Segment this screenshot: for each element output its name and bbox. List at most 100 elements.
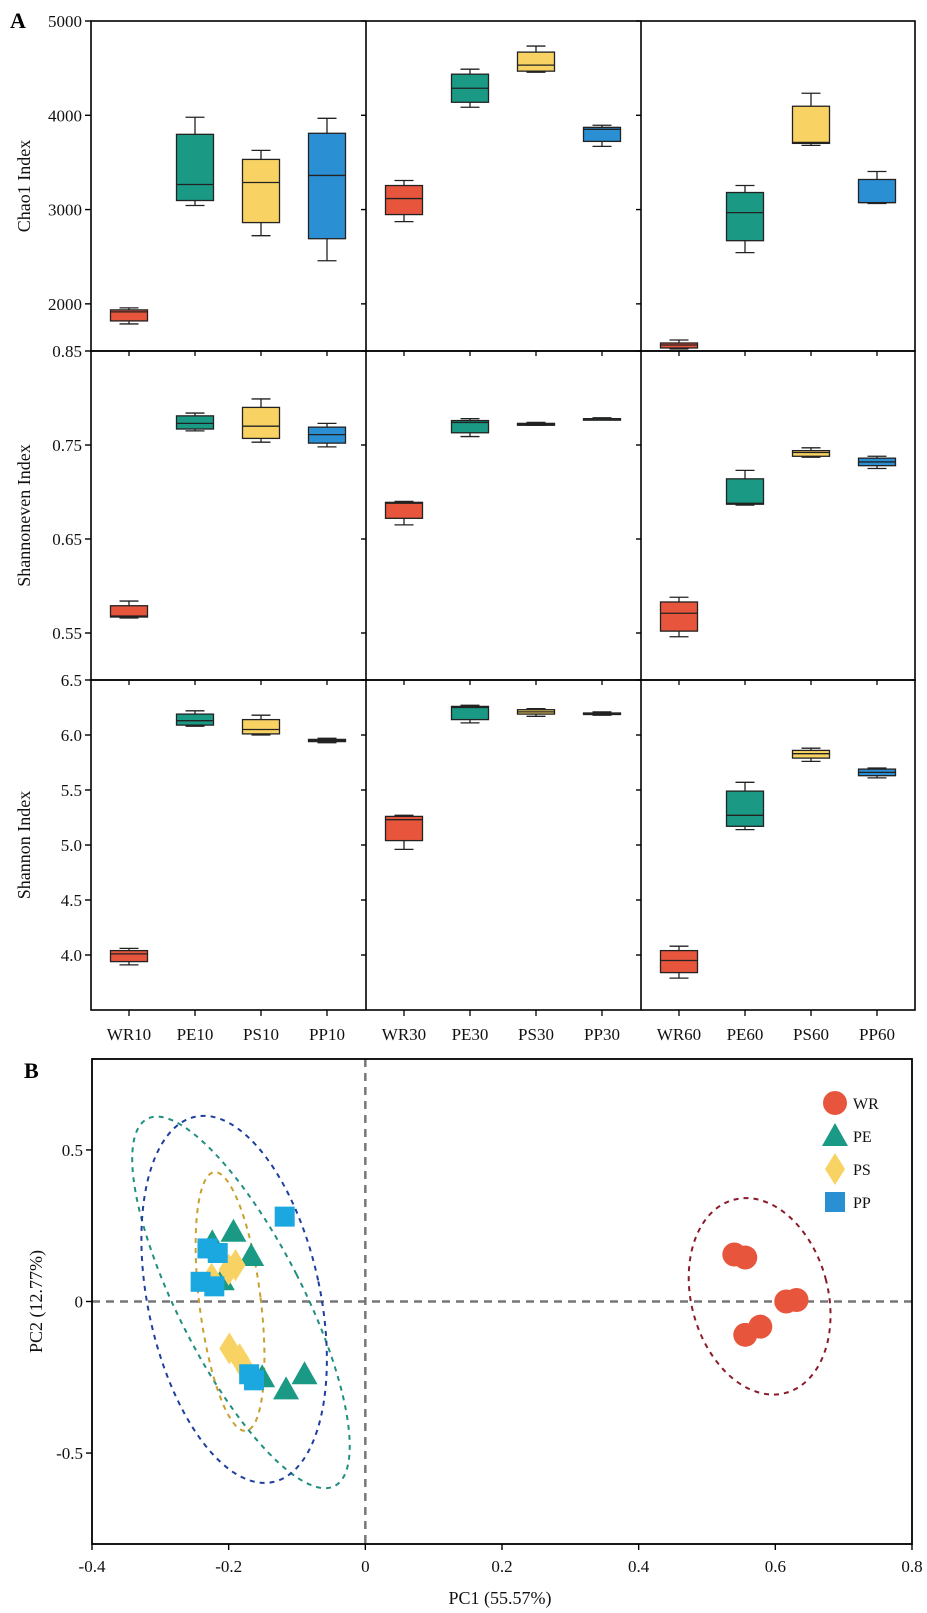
box-iqr [516,51,556,72]
y-tick-label: 3000 [48,201,82,220]
box-wr60 [659,339,699,350]
box-pp30 [582,711,622,716]
box-ps30 [516,707,556,717]
box-ps60 [791,92,831,147]
legend-marker-pp [825,1192,845,1212]
box-iqr [725,478,765,505]
x-tick-label: PP30 [584,1025,620,1044]
y-axis-label: Shannon Index [14,791,34,899]
box-pe30 [450,68,490,108]
x-tick-label: WR60 [657,1025,701,1044]
box-pp10 [307,737,347,744]
point-wr [784,1287,809,1312]
y-tick-label: 4.0 [61,946,82,965]
x-tick-label: PE30 [452,1025,489,1044]
box-pp60 [857,170,897,205]
box-iqr [725,191,765,242]
y-tick-label: 2000 [48,295,82,314]
box-iqr [659,949,699,974]
legend-label-ps: PS [853,1162,871,1179]
box-iqr [450,419,490,434]
box-iqr [307,132,347,240]
y-tick-label: 0.65 [52,530,82,549]
box-pe10 [175,116,215,207]
legend-label-pp: PP [853,1195,871,1212]
y-tick-label: 0.5 [62,1141,83,1160]
box-wr60 [659,945,699,979]
y-tick-label: 5000 [48,12,82,31]
y-tick-label: 0 [75,1293,84,1312]
box-pe30 [450,704,490,724]
legend-marker-wr [823,1091,847,1115]
box-pe60 [725,781,765,831]
x-tick-label: -0.4 [79,1557,106,1576]
box-iqr [725,790,765,827]
y-tick-label: 0.55 [52,624,82,643]
box-iqr [241,406,281,440]
box-ps10 [241,398,281,443]
box-pp30 [582,417,622,421]
panel-b-pca-scatter: -0.4 -0.2 0 0.2 0.4 0.6 0.8 0.5 0 -0.5 PC1 (55.57%… [26,1058,923,1609]
point-pp [207,1243,228,1263]
box-pe60 [725,469,765,506]
legend-marker-ps [825,1153,845,1185]
box-iqr [659,601,699,632]
y-tick-label: 4.5 [61,891,82,910]
x-tick-label: PE60 [727,1025,764,1044]
box-iqr [857,178,897,204]
box-pp10 [307,422,347,448]
box-ps30 [516,45,556,73]
box-iqr [175,415,215,430]
x-tick-label: 0.4 [628,1557,650,1576]
x-tick-label: 0.6 [765,1557,786,1576]
box-wr10 [109,600,149,619]
box-wr30 [384,814,424,851]
y-axis-label: Chao1 Index [14,140,34,232]
panel-a-boxplots: 2000 3000 4000 5000 Chao1 Index 0.55 0.65 0.75 0… [14,12,916,1044]
x-tick-label: WR30 [382,1025,426,1044]
x-tick-label: PE10 [177,1025,214,1044]
box-pe10 [175,412,215,432]
y-tick-label: 0.85 [52,342,82,361]
x-tick-label: PS30 [518,1025,554,1044]
y-tick-label: 4000 [48,106,82,125]
panel-a-label: A [10,8,26,33]
box-ps30 [516,421,556,426]
box-iqr [241,158,281,224]
box-wr10 [109,307,149,325]
box-ps60 [791,447,831,458]
y-tick-label: 6.5 [61,671,82,690]
x-tick-label: PP10 [309,1025,345,1044]
box-ps60 [791,747,831,763]
confidence-ellipse-pe [131,1115,351,1490]
box-pe60 [725,184,765,254]
x-tick-label: PP60 [859,1025,895,1044]
legend: WR PE PS PP [822,1091,879,1212]
confidence-ellipse-ps [194,1171,266,1432]
box-iqr [109,605,149,618]
point-pp [243,1370,264,1391]
box-wr30 [384,500,424,526]
box-iqr [384,815,424,842]
y-tick-label: 5.5 [61,781,82,800]
point-pe [238,1243,265,1267]
y-tick-label: 5.0 [61,836,82,855]
box-iqr [582,126,622,143]
point-pp [204,1276,225,1297]
confidence-ellipse-pp [140,1114,328,1484]
box-pp30 [582,124,622,148]
box-wr30 [384,179,424,223]
y-tick-label: 0.75 [52,436,82,455]
point-pe [220,1218,247,1242]
x-tick-label: -0.2 [215,1557,242,1576]
point-pe [273,1376,300,1400]
x-axis-label: PC1 (55.57%) [449,1588,552,1609]
box-iqr [791,449,831,457]
y-axis-label: Shannoneven Index [14,444,34,586]
x-tick-label: 0.8 [901,1557,922,1576]
box-iqr [384,184,424,216]
confidence-ellipse-wr [687,1197,832,1396]
box-iqr [109,309,149,322]
x-tick-label: 0 [361,1557,370,1576]
box-iqr [791,105,831,145]
